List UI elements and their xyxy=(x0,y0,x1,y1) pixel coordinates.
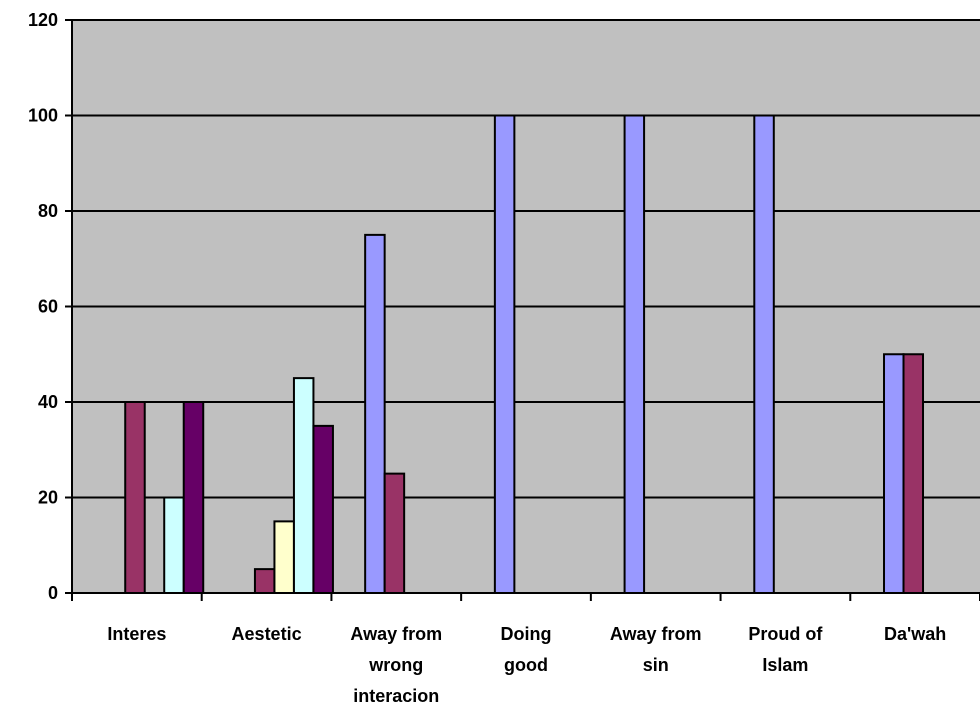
bar xyxy=(623,114,646,594)
x-category-label-line: Proud of xyxy=(748,624,823,644)
bar xyxy=(902,353,925,594)
x-category-label-line: Doing xyxy=(501,624,552,644)
bar xyxy=(493,114,516,594)
bar xyxy=(364,233,386,594)
bar xyxy=(753,114,775,594)
x-category-labels: Interes Aestetic Away from wrong interacion D… xyxy=(107,624,946,706)
y-tick-labels: 0 20 40 60 80 100 120 xyxy=(28,10,58,603)
y-tick-label: 40 xyxy=(38,392,58,412)
y-tick-label: 0 xyxy=(48,583,58,603)
bar xyxy=(312,424,334,594)
x-category-label-line: Away from xyxy=(610,624,702,644)
y-tick-label: 100 xyxy=(28,106,58,126)
x-category-label: Interes xyxy=(107,624,166,644)
x-category-label-line: sin xyxy=(643,655,669,675)
axes xyxy=(71,20,980,601)
x-category-label: Away from wrong interacion xyxy=(350,624,442,706)
bar xyxy=(253,568,276,594)
x-category-label-line: Away from xyxy=(350,624,442,644)
x-category-label-line: good xyxy=(504,655,548,675)
x-category-label-line: interacion xyxy=(353,686,439,706)
x-category-label-line: Islam xyxy=(762,655,808,675)
bar xyxy=(182,401,205,594)
bar xyxy=(383,472,406,594)
y-tick-label: 60 xyxy=(38,297,58,317)
bar xyxy=(124,401,146,594)
x-category-label: Aestetic xyxy=(232,624,302,644)
x-category-label-line: wrong xyxy=(368,655,423,675)
x-category-label: Da'wah xyxy=(884,624,946,644)
y-tick-label: 20 xyxy=(38,488,58,508)
y-tick-label: 120 xyxy=(28,10,58,30)
x-category-label: Doing good xyxy=(501,624,552,675)
y-tick-label: 80 xyxy=(38,201,58,221)
x-category-label: Proud of Islam xyxy=(748,624,823,675)
x-category-label: Away from sin xyxy=(610,624,702,675)
x-category-label-line: Aestetic xyxy=(232,624,302,644)
bar xyxy=(292,377,315,594)
bar xyxy=(273,520,295,594)
bar xyxy=(163,496,185,594)
bar xyxy=(883,353,905,594)
bars xyxy=(124,114,925,594)
x-category-label-line: Interes xyxy=(107,624,166,644)
x-category-label-line: Da'wah xyxy=(884,624,946,644)
gridlines xyxy=(65,19,980,594)
